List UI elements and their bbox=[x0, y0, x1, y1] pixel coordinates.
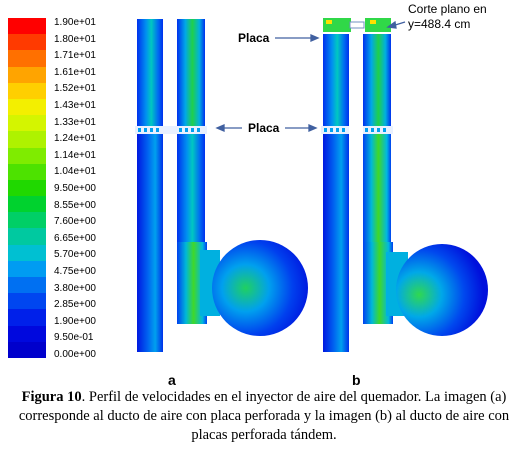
panel-a-label: a bbox=[168, 372, 176, 388]
legend-swatch bbox=[8, 163, 46, 181]
legend-swatch bbox=[8, 179, 46, 197]
legend-value-label: 1.24e+01 bbox=[54, 133, 96, 145]
legend-swatch bbox=[8, 309, 46, 327]
legend-value-label: 2.85e+00 bbox=[54, 299, 96, 311]
legend-value-label: 1.61e+01 bbox=[54, 66, 96, 78]
velocity-contour-figure: Placa Placa Corte plano en y=488.4 cm a … bbox=[130, 2, 525, 388]
panel-b-geometry bbox=[321, 18, 488, 354]
legend-swatch bbox=[8, 277, 46, 294]
legend-value-label: 3.80e+00 bbox=[54, 282, 96, 294]
legend-swatch bbox=[8, 293, 46, 310]
legend-swatch bbox=[8, 196, 46, 213]
corte-line-2: y=488.4 cm bbox=[408, 17, 471, 31]
legend-swatch bbox=[8, 212, 46, 229]
contour-plots bbox=[135, 18, 488, 354]
legend-swatch bbox=[8, 50, 46, 68]
legend-swatch bbox=[8, 325, 46, 343]
legend-value-label: 1.14e+01 bbox=[54, 149, 96, 161]
legend-swatch bbox=[8, 228, 46, 246]
placa-label-top: Placa bbox=[238, 31, 270, 45]
legend-colorbar bbox=[8, 18, 46, 359]
legend-swatch bbox=[8, 115, 46, 132]
legend-value-label: 8.55e+00 bbox=[54, 199, 96, 211]
legend-swatch bbox=[8, 34, 46, 51]
legend-swatch bbox=[8, 147, 46, 165]
legend-value-label: 1.43e+01 bbox=[54, 100, 96, 111]
legend-value-label: 5.70e+00 bbox=[54, 249, 96, 261]
legend-value-label: 1.33e+01 bbox=[54, 116, 96, 128]
legend-value-label: 4.75e+00 bbox=[54, 266, 96, 277]
legend-value-label: 9.50e+00 bbox=[54, 183, 96, 194]
legend-value-label: 1.90e+00 bbox=[54, 315, 96, 327]
panel-b-label: b bbox=[352, 372, 361, 388]
legend-swatch bbox=[8, 244, 46, 262]
annotation-arrows bbox=[215, 20, 406, 132]
legend-value-label: 1.80e+01 bbox=[54, 33, 96, 45]
legend-value-label: 1.71e+01 bbox=[54, 50, 96, 62]
legend-swatch bbox=[8, 260, 46, 278]
legend-value-label: 0.00e+00 bbox=[54, 349, 96, 360]
legend-swatch bbox=[8, 18, 46, 35]
legend-value-label: 1.90e+01 bbox=[54, 17, 96, 28]
panel-a-geometry bbox=[135, 19, 308, 352]
placa-label-mid: Placa bbox=[248, 121, 280, 135]
legend-swatch bbox=[8, 341, 46, 359]
legend-value-label: 1.04e+01 bbox=[54, 166, 96, 178]
legend-swatch bbox=[8, 131, 46, 149]
legend-swatch bbox=[8, 66, 46, 84]
legend-value-label: 9.50e-01 bbox=[54, 332, 94, 344]
legend-swatch bbox=[8, 82, 46, 100]
caption-figure-label: Figura 10 bbox=[21, 389, 82, 405]
corte-annotation: Corte plano en y=488.4 cm bbox=[408, 2, 487, 32]
legend-value-label: 6.65e+00 bbox=[54, 232, 96, 244]
legend-value-label: 7.60e+00 bbox=[54, 216, 96, 228]
legend-swatch bbox=[8, 98, 46, 116]
corte-line-1: Corte plano en bbox=[408, 2, 487, 16]
caption-text: . Perfil de velocidades en el inyector d… bbox=[18, 389, 510, 443]
color-legend: 1.90e+01 1.80e+01 1.71e+01 1.61e+01 1.52e+01… bbox=[8, 17, 126, 360]
figure-caption: Figura 10. Perfil de velocidades en el i… bbox=[12, 388, 516, 445]
legend-value-label: 1.52e+01 bbox=[54, 83, 96, 95]
